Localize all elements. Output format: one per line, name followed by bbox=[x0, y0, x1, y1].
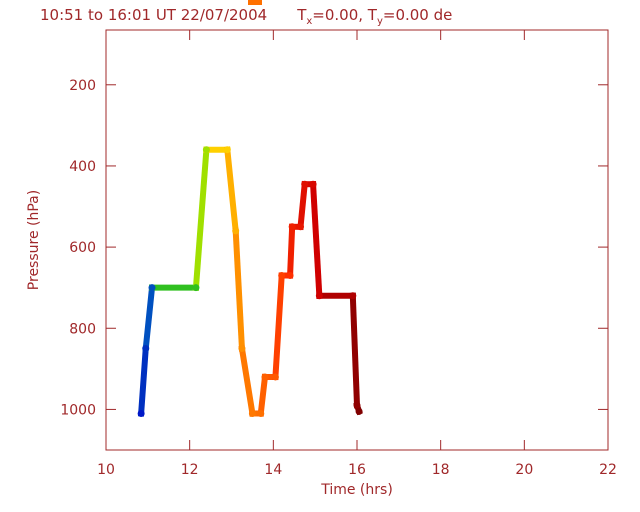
track-segment bbox=[142, 284, 156, 352]
track-point bbox=[202, 146, 210, 154]
track-segment bbox=[286, 223, 296, 279]
x-tick-label: 22 bbox=[599, 462, 617, 478]
subtitle-part: T bbox=[296, 6, 307, 24]
x-axis-label: Time (hrs) bbox=[320, 482, 393, 498]
x-tick-label: 14 bbox=[264, 462, 282, 478]
track-point bbox=[248, 409, 256, 417]
x-tick-label: 18 bbox=[432, 462, 450, 478]
track-point bbox=[192, 284, 200, 292]
x-tick-label: 16 bbox=[348, 462, 366, 478]
track-point bbox=[148, 284, 156, 292]
track-segment bbox=[137, 345, 149, 417]
track-segment bbox=[309, 181, 323, 299]
x-tick-label: 10 bbox=[97, 462, 115, 478]
track-point bbox=[297, 223, 305, 231]
track-segment bbox=[192, 146, 210, 291]
track-point bbox=[261, 373, 269, 381]
x-tick-label: 12 bbox=[181, 462, 199, 478]
track-segment bbox=[224, 146, 239, 235]
track-point bbox=[301, 180, 309, 188]
track-segment bbox=[297, 180, 308, 231]
marker-decoration bbox=[248, 0, 262, 5]
track-point bbox=[286, 272, 294, 280]
track-point bbox=[238, 345, 246, 353]
subtitle-part: y bbox=[377, 16, 383, 27]
track-segment bbox=[232, 227, 246, 352]
track-point bbox=[257, 409, 265, 417]
track-segment bbox=[272, 272, 285, 381]
y-axis-label: Pressure (hPa) bbox=[26, 190, 42, 290]
track-point bbox=[309, 180, 317, 188]
track-point bbox=[288, 223, 296, 231]
track-point bbox=[278, 272, 286, 280]
track-point bbox=[271, 373, 279, 381]
track-point bbox=[142, 345, 150, 353]
track-segment bbox=[257, 373, 269, 417]
track-point bbox=[232, 227, 240, 235]
chart-title: 10:51 to 16:01 UT 22/07/2004 Tx=0.00, Ty=… bbox=[40, 6, 452, 27]
y-tick-label: 1000 bbox=[60, 402, 96, 418]
y-tick-label: 600 bbox=[69, 240, 96, 256]
title-text: 10:51 to 16:01 UT 22/07/2004 bbox=[40, 6, 267, 24]
subtitle-part: x bbox=[306, 16, 312, 27]
track-segment bbox=[238, 345, 256, 417]
y-tick-label: 800 bbox=[69, 321, 96, 337]
track-point bbox=[315, 292, 323, 300]
track-point bbox=[349, 292, 357, 300]
track-point bbox=[353, 401, 361, 409]
subtitle-part: =0.00, T bbox=[312, 6, 378, 24]
subtitle-part: =0.00 de bbox=[383, 6, 453, 24]
y-tick-label: 200 bbox=[69, 78, 96, 94]
y-tick-label: 400 bbox=[69, 159, 96, 175]
track-point bbox=[223, 146, 231, 154]
track-point bbox=[355, 407, 363, 415]
track-point bbox=[137, 409, 145, 417]
track-segment bbox=[349, 292, 361, 409]
x-tick-label: 20 bbox=[515, 462, 533, 478]
